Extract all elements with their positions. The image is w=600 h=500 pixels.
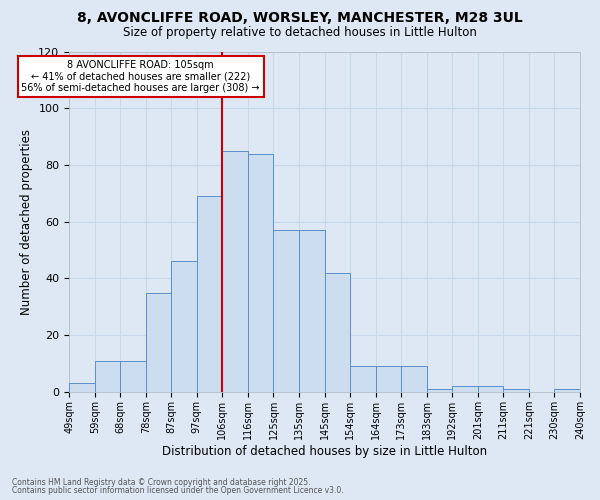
Y-axis label: Number of detached properties: Number of detached properties: [20, 128, 33, 314]
Bar: [146, 292, 172, 392]
Bar: [172, 262, 197, 392]
Bar: [401, 366, 427, 392]
Bar: [478, 386, 503, 392]
Bar: [299, 230, 325, 392]
Bar: [197, 196, 223, 392]
Bar: [427, 389, 452, 392]
Bar: [274, 230, 299, 392]
Bar: [452, 386, 478, 392]
Bar: [554, 389, 580, 392]
Bar: [69, 384, 95, 392]
Text: Size of property relative to detached houses in Little Hulton: Size of property relative to detached ho…: [123, 26, 477, 39]
Text: Contains public sector information licensed under the Open Government Licence v3: Contains public sector information licen…: [12, 486, 344, 495]
Bar: [376, 366, 401, 392]
Bar: [95, 360, 120, 392]
Bar: [325, 273, 350, 392]
Bar: [503, 389, 529, 392]
Bar: [248, 154, 274, 392]
Text: Contains HM Land Registry data © Crown copyright and database right 2025.: Contains HM Land Registry data © Crown c…: [12, 478, 311, 487]
X-axis label: Distribution of detached houses by size in Little Hulton: Distribution of detached houses by size …: [162, 444, 487, 458]
Bar: [350, 366, 376, 392]
Text: 8, AVONCLIFFE ROAD, WORSLEY, MANCHESTER, M28 3UL: 8, AVONCLIFFE ROAD, WORSLEY, MANCHESTER,…: [77, 12, 523, 26]
Text: 8 AVONCLIFFE ROAD: 105sqm
← 41% of detached houses are smaller (222)
56% of semi: 8 AVONCLIFFE ROAD: 105sqm ← 41% of detac…: [22, 60, 260, 93]
Bar: [223, 151, 248, 392]
Bar: [120, 360, 146, 392]
